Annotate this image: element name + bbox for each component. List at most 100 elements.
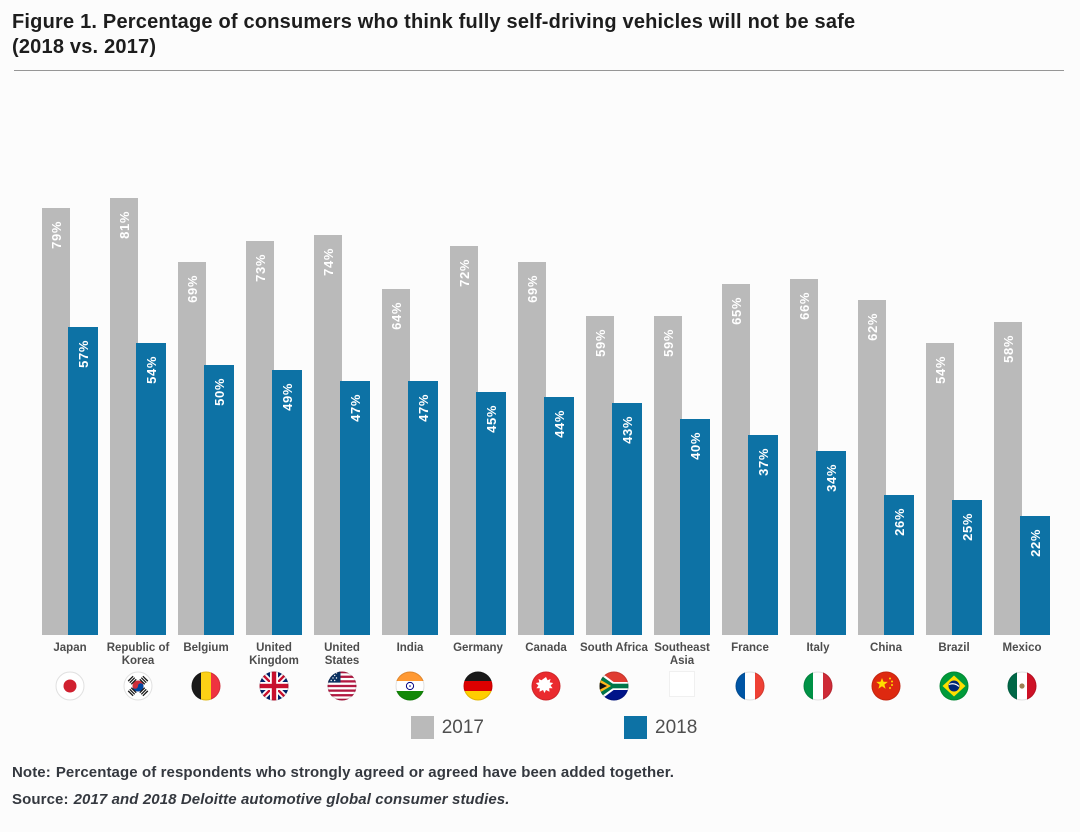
bar-value-label: 45% bbox=[483, 405, 499, 433]
bar-value-label: 37% bbox=[755, 448, 771, 477]
bar-2018-mexico: 22% bbox=[1020, 516, 1050, 635]
bar-2017-japan: 79% bbox=[42, 208, 70, 635]
country-label-line: Germany bbox=[453, 642, 503, 654]
bar-value-label: 54% bbox=[932, 356, 948, 385]
country-label: Canada bbox=[501, 642, 591, 669]
country-group: 69% 50% Belgium bbox=[178, 95, 234, 703]
bar-2017-brazil: 54% bbox=[926, 343, 954, 635]
united-states-flag-icon bbox=[314, 671, 370, 703]
country-label-line: Brazil bbox=[938, 642, 970, 654]
country-label: United States bbox=[297, 642, 387, 669]
bar-value-label: 25% bbox=[959, 513, 975, 541]
country-label-line: Belgium bbox=[183, 642, 229, 654]
bar-value-label: 72% bbox=[456, 259, 472, 288]
france-flag-icon bbox=[722, 671, 778, 703]
country-label-line: Asia bbox=[669, 655, 695, 667]
country-group: 59% 40% Southeast Asia bbox=[654, 95, 710, 703]
country-label-line: Korea bbox=[121, 655, 155, 667]
country-label-line: China bbox=[870, 642, 902, 654]
country-label-line: States bbox=[324, 655, 360, 667]
chart-legend: 2017 2018 bbox=[42, 716, 1066, 739]
bar-value-label: 59% bbox=[592, 329, 608, 358]
country-group: 69% 44% Canada bbox=[518, 95, 574, 703]
source-text: 2017 and 2018 Deloitte automotive global… bbox=[73, 791, 510, 808]
bar-pair: 59% 43% bbox=[586, 95, 642, 635]
bar-value-label: 26% bbox=[891, 507, 907, 536]
country-label-line: South Africa bbox=[580, 642, 648, 654]
canada-flag-icon bbox=[518, 671, 574, 703]
bar-pair: 79% 57% bbox=[42, 95, 98, 635]
south-africa-flag-icon bbox=[586, 671, 642, 703]
india-flag-icon bbox=[382, 671, 438, 703]
belgium-flag-icon bbox=[178, 671, 234, 703]
bar-pair: 58% 22% bbox=[994, 95, 1050, 635]
country-label-line: Republic of bbox=[106, 642, 170, 654]
country-group: 81% 54% Republic of Korea bbox=[107, 95, 169, 703]
bar-value-label: 49% bbox=[279, 383, 295, 412]
country-label: Republic of Korea bbox=[93, 642, 183, 669]
country-group: 79% 57% Japan bbox=[42, 95, 98, 703]
bar-2017-united-kingdom: 73% bbox=[246, 240, 274, 635]
japan-flag-icon bbox=[42, 671, 98, 703]
flag-placeholder bbox=[654, 671, 710, 703]
legend-item-2017: 2017 bbox=[410, 716, 484, 739]
bar-pair: 81% 54% bbox=[110, 95, 166, 635]
country-label: Germany bbox=[433, 642, 523, 669]
legend-swatch-2017 bbox=[410, 716, 434, 739]
bar-value-label: 62% bbox=[864, 313, 880, 342]
country-label: Belgium bbox=[161, 642, 251, 669]
bar-value-label: 47% bbox=[347, 394, 363, 423]
note-line: Note: Percentage of respondents who stron… bbox=[12, 763, 1066, 782]
bar-2017-southeast-asia: 59% bbox=[654, 316, 682, 635]
country-label: India bbox=[365, 642, 455, 669]
bar-pair: 59% 40% bbox=[654, 95, 710, 635]
bar-2018-canada: 44% bbox=[544, 397, 574, 635]
bar-2018-japan: 57% bbox=[68, 327, 98, 635]
bar-2018-china: 26% bbox=[884, 494, 914, 635]
figure-title-line1: Figure 1. Percentage of consumers who th… bbox=[12, 11, 856, 33]
country-group: 62% 26% China bbox=[858, 95, 914, 703]
bar-pair: 69% 50% bbox=[178, 95, 234, 635]
brazil-flag-icon bbox=[926, 671, 982, 703]
united-kingdom-flag-icon bbox=[246, 671, 302, 703]
bar-value-label: 81% bbox=[116, 210, 132, 239]
country-group: 72% 45% Germany bbox=[450, 95, 506, 703]
bar-value-label: 66% bbox=[796, 291, 812, 320]
south-korea-flag-icon bbox=[110, 671, 166, 703]
bar-value-label: 69% bbox=[524, 275, 540, 304]
bar-value-label: 57% bbox=[75, 340, 91, 369]
country-label-line: Kingdom bbox=[249, 655, 299, 667]
bar-pair: 62% 26% bbox=[858, 95, 914, 635]
country-label: Japan bbox=[25, 642, 115, 669]
bar-value-label: 74% bbox=[320, 248, 336, 277]
country-label: Mexico bbox=[977, 642, 1067, 669]
country-label-line: India bbox=[396, 642, 424, 654]
country-label: France bbox=[705, 642, 795, 669]
note-label: Note: bbox=[12, 764, 51, 781]
bar-value-label: 22% bbox=[1027, 529, 1043, 558]
bar-value-label: 65% bbox=[728, 297, 744, 325]
bar-2018-germany: 45% bbox=[476, 392, 506, 635]
legend-label-2017: 2017 bbox=[441, 716, 484, 738]
bar-value-label: 44% bbox=[551, 410, 567, 439]
bar-value-label: 43% bbox=[619, 415, 635, 444]
bar-2018-republic-of-korea: 54% bbox=[136, 343, 166, 635]
bar-2018-southeast-asia: 40% bbox=[680, 419, 710, 635]
bar-pair: 74% 47% bbox=[314, 95, 370, 635]
legend-swatch-2018 bbox=[624, 716, 647, 739]
bar-2017-germany: 72% bbox=[450, 246, 478, 635]
country-label: Italy bbox=[773, 642, 863, 669]
country-group: 59% 43% South Africa bbox=[580, 95, 648, 703]
bar-2017-italy: 66% bbox=[790, 278, 818, 635]
bar-2017-china: 62% bbox=[858, 300, 886, 635]
country-label-line: Italy bbox=[806, 642, 830, 654]
bar-pair: 64% 47% bbox=[382, 95, 438, 635]
figure-page: Figure 1. Percentage of consumers who th… bbox=[12, 11, 1066, 808]
country-label: Southeast Asia bbox=[637, 642, 727, 669]
bar-2018-belgium: 50% bbox=[204, 365, 234, 635]
bar-value-label: 58% bbox=[1000, 334, 1016, 363]
country-label: South Africa bbox=[569, 642, 659, 669]
bar-2018-united-states: 47% bbox=[340, 381, 370, 635]
bar-2017-republic-of-korea: 81% bbox=[110, 197, 138, 635]
bar-chart: 79% 57% Japan 81% 54% Republic of Korea 69% 50% B… bbox=[42, 95, 1066, 739]
